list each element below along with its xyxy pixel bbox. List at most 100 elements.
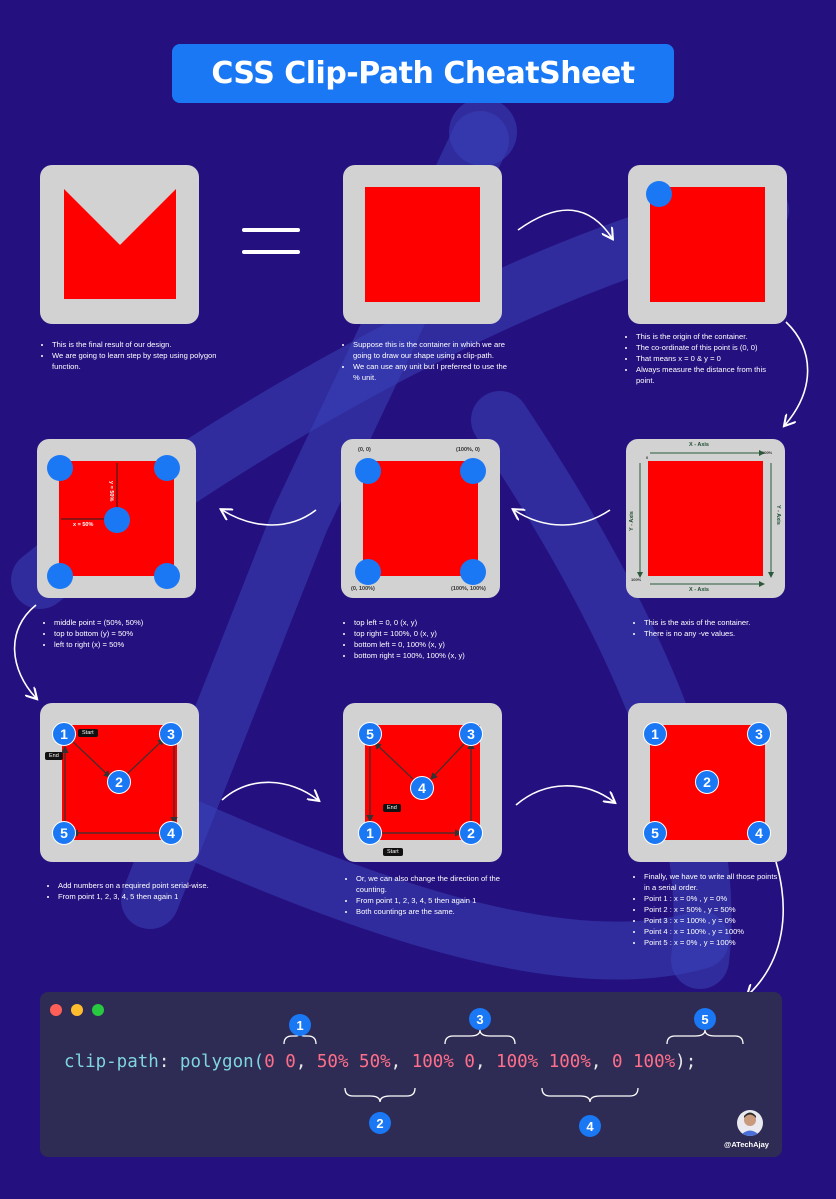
axis-card: X - Axis X - Axis Y - Axis Y - Axis 0 10… — [626, 439, 785, 598]
notes-step5: top left = 0, 0 (x, y) top right = 100%,… — [344, 617, 524, 661]
x-axis-label-bottom: X - Axis — [689, 587, 709, 593]
note-item: Or, we can also change the direction of … — [356, 873, 516, 895]
point-top-right — [154, 455, 180, 481]
container-square — [363, 461, 478, 576]
code-colon: : — [158, 1052, 180, 1072]
corner-label-tl: (0, 0) — [358, 447, 371, 453]
note-item: We are going to learn step by step using… — [52, 350, 232, 372]
note-item: We can use any unit but I preferred to u… — [353, 361, 513, 383]
corners-card: (0, 0) (100%, 0) (0, 100%) (100%, 100%) — [341, 439, 500, 598]
window-maximize-dot — [92, 1004, 104, 1016]
start-tag: Start — [78, 729, 98, 737]
end-tag: End — [45, 752, 63, 760]
note-item: top to bottom (y) = 50% — [54, 628, 214, 639]
equals-sign — [242, 228, 300, 256]
brace-number-4: 4 — [579, 1115, 601, 1137]
note-item: That means x = 0 & y = 0 — [636, 353, 786, 364]
note-item: This is the final result of our design. — [52, 339, 232, 350]
path-arrows — [61, 738, 178, 837]
brace-number-2: 2 — [369, 1112, 391, 1134]
window-minimize-dot — [71, 1004, 83, 1016]
note-item: Point 4 : x = 100% , y = 100% — [644, 926, 784, 937]
origin-point — [646, 181, 672, 207]
note-item: left to right (x) = 50% — [54, 639, 214, 650]
axis-y-end-label: 100% — [631, 577, 642, 582]
code-line: clip-path: polygon(0 0, 50% 50%, 100% 0,… — [64, 1052, 696, 1072]
point-number-5: 5 — [52, 821, 76, 845]
point-top-left — [355, 458, 381, 484]
code-point-3: 100% 0 — [411, 1052, 475, 1072]
notes-step7: Add numbers on a required point serial-w… — [48, 880, 223, 902]
point-number-1: 1 — [52, 722, 76, 746]
point-number-3: 3 — [159, 722, 183, 746]
point-number-2: 2 — [107, 770, 131, 794]
middle-point-card: x = 50% y = 50% — [37, 439, 196, 598]
notes-step6: middle point = (50%, 50%) top to bottom … — [44, 617, 214, 650]
axis-origin-label: 0 — [646, 455, 649, 460]
point-middle — [104, 507, 130, 533]
avatar-icon — [740, 1112, 760, 1136]
point-number-1: 1 — [643, 722, 667, 746]
window-close-dot — [50, 1004, 62, 1016]
code-point-5: 0 100% — [611, 1052, 676, 1072]
note-item: Always measure the distance from this po… — [636, 364, 786, 386]
point-top-left — [47, 455, 73, 481]
note-item: Point 1 : x = 0% , y = 0% — [644, 893, 784, 904]
point-bottom-left — [47, 563, 73, 589]
code-point-1: 0 0 — [264, 1052, 296, 1072]
start-tag: Start — [383, 848, 403, 856]
y-axis-label-right: Y - Axis — [775, 505, 781, 525]
brace-number-1: 1 — [289, 1014, 311, 1036]
point-braces — [283, 1029, 744, 1103]
final-points-card: 1 3 2 5 4 — [628, 703, 787, 862]
point-number-4: 4 — [410, 776, 434, 800]
point-bottom-right — [154, 563, 180, 589]
corner-label-bl: (0, 100%) — [351, 586, 375, 592]
note-item: Suppose this is the container in which w… — [353, 339, 513, 361]
note-item: Point 5 : x = 0% , y = 100% — [644, 937, 784, 948]
brace-number-5: 5 — [694, 1008, 716, 1030]
numbering-card: 1 3 2 5 4 Start End — [40, 703, 199, 862]
code-function: polygon( — [179, 1052, 265, 1072]
note-item: Both countings are the same. — [356, 906, 516, 917]
note-item: From point 1, 2, 3, 4, 5 then again 1 — [356, 895, 516, 906]
y-axis-label-left: Y - Axis — [629, 511, 635, 531]
note-item: Add numbers on a required point serial-w… — [58, 880, 223, 891]
note-item: Point 2 : x = 50% , y = 50% — [644, 904, 784, 915]
code-point-2: 50% 50% — [316, 1052, 391, 1072]
code-separator: , — [295, 1052, 317, 1072]
axis-arrows — [637, 450, 774, 587]
corner-label-tr: (100%, 0) — [456, 447, 480, 453]
point-bottom-right — [460, 559, 486, 585]
author-avatar — [737, 1110, 763, 1136]
note-item: top right = 100%, 0 (x, y) — [354, 628, 524, 639]
axis-x-end-label: 100% — [762, 450, 773, 455]
note-item: There is no any -ve values. — [644, 628, 794, 639]
code-separator: , — [474, 1052, 497, 1072]
notes-step2: Suppose this is the container in which w… — [343, 339, 513, 383]
path-arrows — [366, 741, 475, 837]
notes-step8: Or, we can also change the direction of … — [346, 873, 516, 917]
code-separator: , — [590, 1052, 612, 1072]
point-number-1: 1 — [358, 821, 382, 845]
point-bottom-left — [355, 559, 381, 585]
note-item: top left = 0, 0 (x, y) — [354, 617, 524, 628]
point-number-5: 5 — [643, 821, 667, 845]
note-item: middle point = (50%, 50%) — [54, 617, 214, 628]
note-item: This is the axis of the container. — [644, 617, 794, 628]
point-number-2: 2 — [459, 821, 483, 845]
clipped-shape — [64, 189, 176, 299]
container-square — [648, 461, 763, 576]
code-separator: , — [390, 1052, 412, 1072]
code-close: ); — [675, 1052, 697, 1072]
notes-step9: Finally, we have to write all those poin… — [634, 871, 784, 948]
point-number-4: 4 — [159, 821, 183, 845]
notes-step1: This is the final result of our design. … — [42, 339, 232, 372]
container-square — [650, 187, 765, 302]
brace-number-3: 3 — [469, 1008, 491, 1030]
notes-step4: This is the axis of the container. There… — [634, 617, 794, 639]
note-item: The co-ordinate of this point is (0, 0) — [636, 342, 786, 353]
point-number-3: 3 — [459, 722, 483, 746]
container-square — [365, 187, 480, 302]
end-tag: End — [383, 804, 401, 812]
